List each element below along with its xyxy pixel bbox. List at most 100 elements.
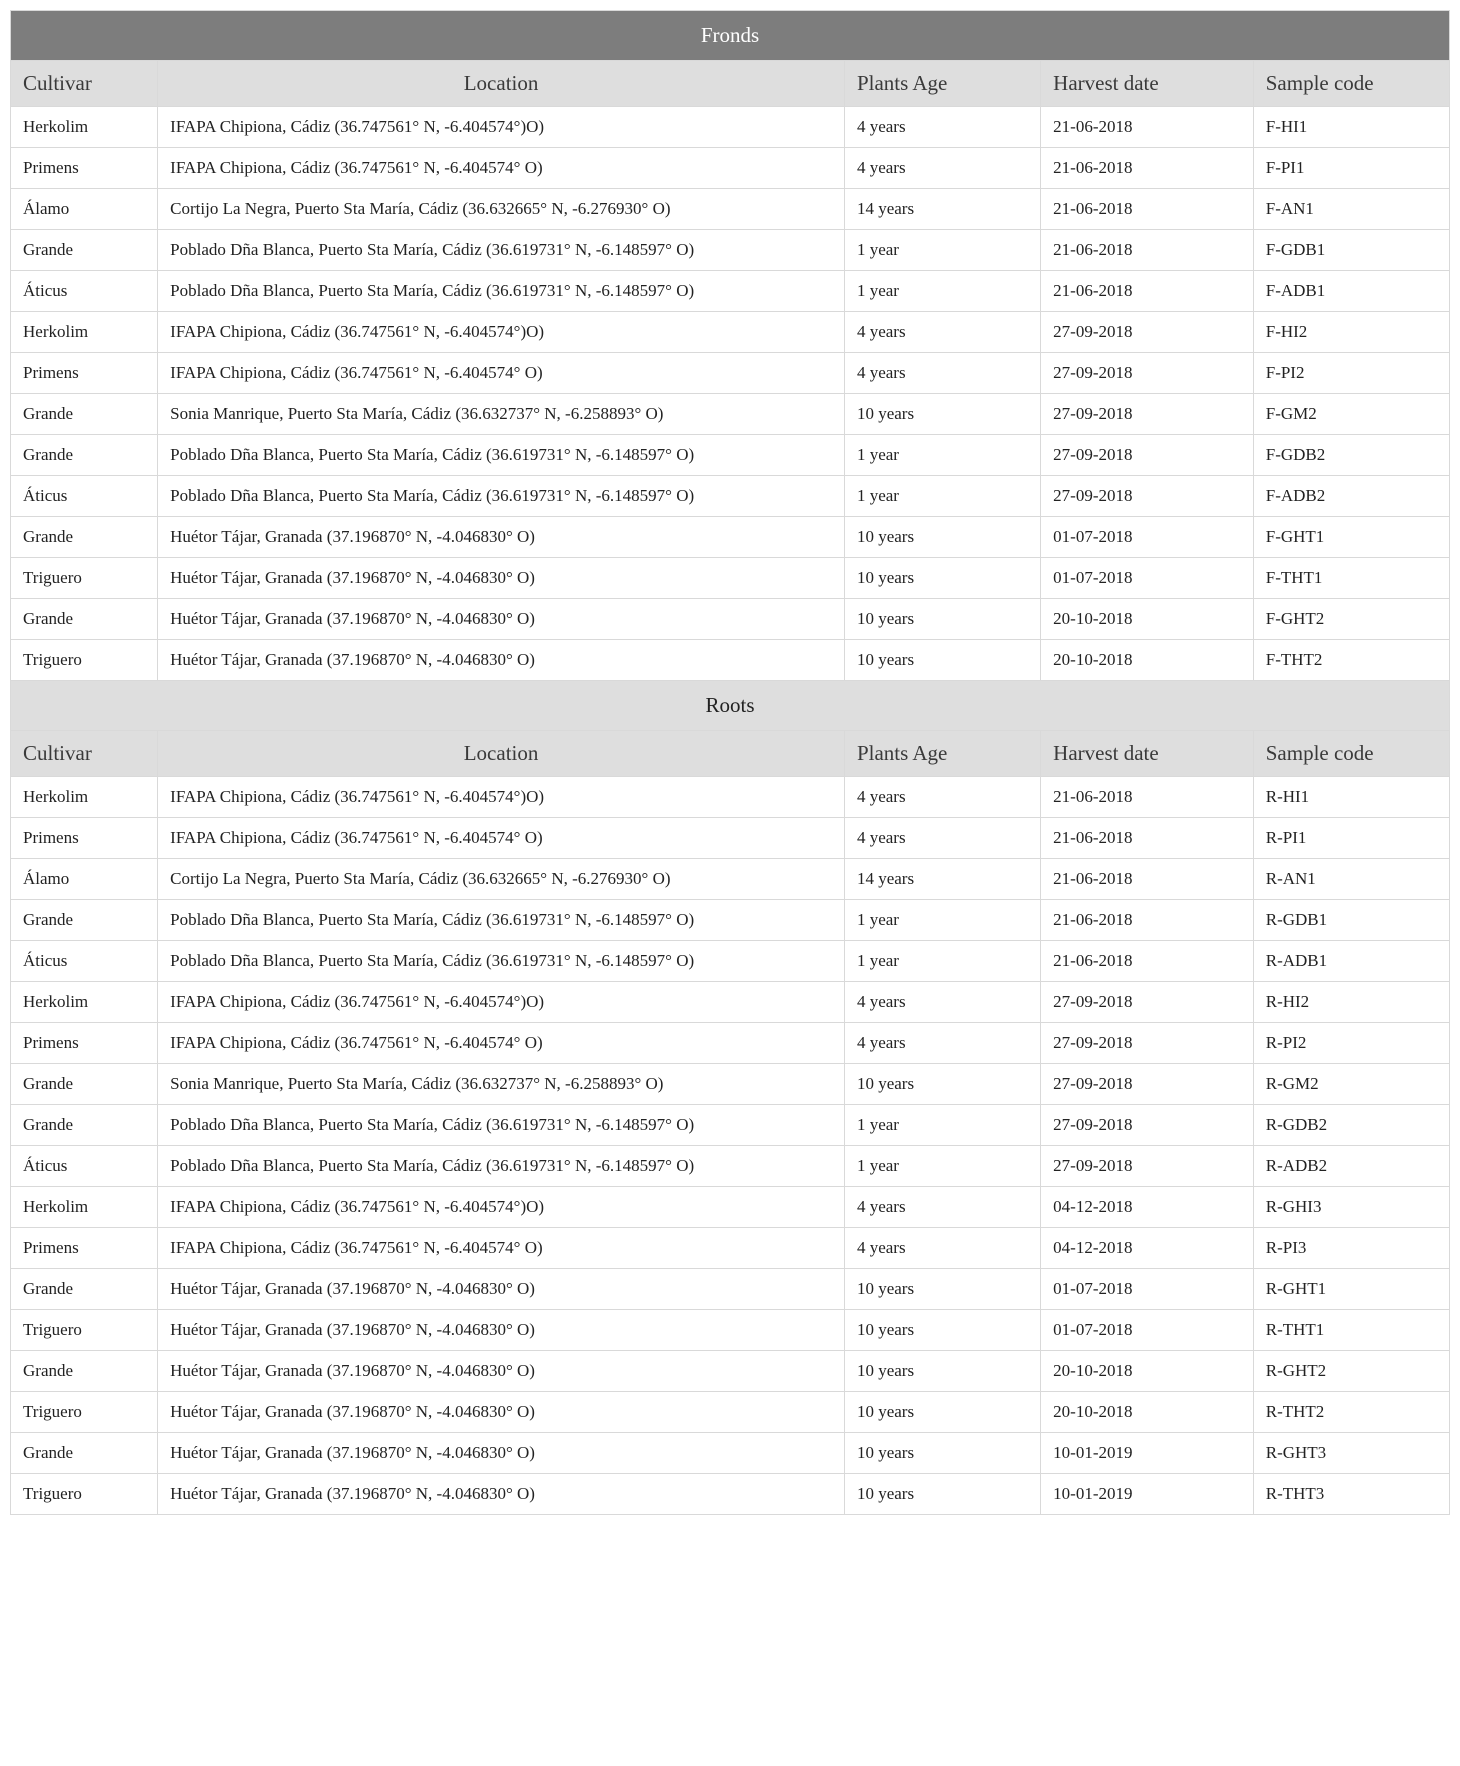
table-cell: Herkolim <box>11 982 158 1023</box>
table-cell: R-GHT3 <box>1253 1433 1449 1474</box>
table-cell: Grande <box>11 900 158 941</box>
table-cell: Huétor Tájar, Granada (37.196870° N, -4.… <box>158 1310 845 1351</box>
column-header: Harvest date <box>1041 61 1254 107</box>
table-cell: 27-09-2018 <box>1041 312 1254 353</box>
column-header: Sample code <box>1253 731 1449 777</box>
table-cell: R-PI1 <box>1253 818 1449 859</box>
table-cell: 21-06-2018 <box>1041 818 1254 859</box>
table-cell: Áticus <box>11 476 158 517</box>
table-cell: 10 years <box>844 1392 1040 1433</box>
table-cell: 14 years <box>844 189 1040 230</box>
table-cell: 14 years <box>844 859 1040 900</box>
table-cell: 21-06-2018 <box>1041 271 1254 312</box>
table-cell: Grande <box>11 394 158 435</box>
table-cell: F-PI2 <box>1253 353 1449 394</box>
table-row: ÁticusPoblado Dña Blanca, Puerto Sta Mar… <box>11 941 1450 982</box>
table-cell: 27-09-2018 <box>1041 982 1254 1023</box>
table-cell: 1 year <box>844 1146 1040 1187</box>
table-cell: 1 year <box>844 230 1040 271</box>
table-cell: R-GHT2 <box>1253 1351 1449 1392</box>
table-cell: 1 year <box>844 900 1040 941</box>
table-row: TrigueroHuétor Tájar, Granada (37.196870… <box>11 1392 1450 1433</box>
table-cell: 4 years <box>844 107 1040 148</box>
table-row: ÁticusPoblado Dña Blanca, Puerto Sta Mar… <box>11 1146 1450 1187</box>
table-cell: 10 years <box>844 1064 1040 1105</box>
table-row: TrigueroHuétor Tájar, Granada (37.196870… <box>11 640 1450 681</box>
table-cell: IFAPA Chipiona, Cádiz (36.747561° N, -6.… <box>158 1228 845 1269</box>
table-cell: 04-12-2018 <box>1041 1228 1254 1269</box>
table-cell: F-GHT2 <box>1253 599 1449 640</box>
table-cell: 4 years <box>844 777 1040 818</box>
table-cell: IFAPA Chipiona, Cádiz (36.747561° N, -6.… <box>158 818 845 859</box>
table-cell: IFAPA Chipiona, Cádiz (36.747561° N, -6.… <box>158 107 845 148</box>
table-cell: F-THT1 <box>1253 558 1449 599</box>
table-cell: Grande <box>11 1064 158 1105</box>
table-cell: 10 years <box>844 558 1040 599</box>
table-cell: Triguero <box>11 1392 158 1433</box>
table-cell: Primens <box>11 353 158 394</box>
table-cell: Grande <box>11 1351 158 1392</box>
table-cell: 1 year <box>844 476 1040 517</box>
table-cell: 4 years <box>844 1187 1040 1228</box>
table-cell: 1 year <box>844 271 1040 312</box>
table-cell: 10 years <box>844 599 1040 640</box>
table-cell: 10 years <box>844 1310 1040 1351</box>
table-cell: 4 years <box>844 148 1040 189</box>
table-cell: Huétor Tájar, Granada (37.196870° N, -4.… <box>158 1474 845 1515</box>
table-cell: R-ADB2 <box>1253 1146 1449 1187</box>
table-cell: Áticus <box>11 1146 158 1187</box>
table-row: PrimensIFAPA Chipiona, Cádiz (36.747561°… <box>11 148 1450 189</box>
table-cell: R-ADB1 <box>1253 941 1449 982</box>
table-cell: Huétor Tájar, Granada (37.196870° N, -4.… <box>158 558 845 599</box>
table-row: GrandeHuétor Tájar, Granada (37.196870° … <box>11 1269 1450 1310</box>
table-cell: 01-07-2018 <box>1041 1310 1254 1351</box>
table-cell: Triguero <box>11 1474 158 1515</box>
table-cell: 10 years <box>844 1433 1040 1474</box>
table-cell: F-ADB1 <box>1253 271 1449 312</box>
table-cell: Herkolim <box>11 107 158 148</box>
table-cell: 01-07-2018 <box>1041 558 1254 599</box>
table-cell: Sonia Manrique, Puerto Sta María, Cádiz … <box>158 394 845 435</box>
column-header: Location <box>158 731 845 777</box>
table-cell: Áticus <box>11 941 158 982</box>
table-cell: 10 years <box>844 640 1040 681</box>
table-row: GrandePoblado Dña Blanca, Puerto Sta Mar… <box>11 1105 1450 1146</box>
table-cell: 10 years <box>844 1474 1040 1515</box>
table-cell: IFAPA Chipiona, Cádiz (36.747561° N, -6.… <box>158 1187 845 1228</box>
table-cell: R-HI2 <box>1253 982 1449 1023</box>
column-header-row: CultivarLocationPlants AgeHarvest dateSa… <box>11 731 1450 777</box>
table-row: ÁlamoCortijo La Negra, Puerto Sta María,… <box>11 189 1450 230</box>
table-row: GrandeHuétor Tájar, Granada (37.196870° … <box>11 599 1450 640</box>
table-cell: F-PI1 <box>1253 148 1449 189</box>
table-cell: Poblado Dña Blanca, Puerto Sta María, Cá… <box>158 476 845 517</box>
table-cell: 4 years <box>844 1228 1040 1269</box>
column-header: Plants Age <box>844 731 1040 777</box>
table-cell: R-GDB2 <box>1253 1105 1449 1146</box>
table-cell: F-HI2 <box>1253 312 1449 353</box>
table-cell: Primens <box>11 1023 158 1064</box>
table-cell: 21-06-2018 <box>1041 148 1254 189</box>
table-cell: Huétor Tájar, Granada (37.196870° N, -4.… <box>158 1392 845 1433</box>
table-row: GrandeSonia Manrique, Puerto Sta María, … <box>11 394 1450 435</box>
table-cell: Grande <box>11 1105 158 1146</box>
table-row: HerkolimIFAPA Chipiona, Cádiz (36.747561… <box>11 107 1450 148</box>
table-row: GrandeHuétor Tájar, Granada (37.196870° … <box>11 517 1450 558</box>
table-cell: R-THT2 <box>1253 1392 1449 1433</box>
table-cell: 20-10-2018 <box>1041 1351 1254 1392</box>
table-row: PrimensIFAPA Chipiona, Cádiz (36.747561°… <box>11 353 1450 394</box>
table-cell: F-GDB1 <box>1253 230 1449 271</box>
table-cell: R-GM2 <box>1253 1064 1449 1105</box>
table-cell: IFAPA Chipiona, Cádiz (36.747561° N, -6.… <box>158 312 845 353</box>
table-cell: 20-10-2018 <box>1041 599 1254 640</box>
table-cell: 27-09-2018 <box>1041 1064 1254 1105</box>
table-cell: 21-06-2018 <box>1041 189 1254 230</box>
table-cell: 27-09-2018 <box>1041 476 1254 517</box>
table-cell: 4 years <box>844 353 1040 394</box>
table-cell: 1 year <box>844 435 1040 476</box>
table-cell: Triguero <box>11 558 158 599</box>
table-cell: Grande <box>11 230 158 271</box>
table-cell: 27-09-2018 <box>1041 435 1254 476</box>
table-cell: Poblado Dña Blanca, Puerto Sta María, Cá… <box>158 230 845 271</box>
column-header: Sample code <box>1253 61 1449 107</box>
table-cell: R-THT1 <box>1253 1310 1449 1351</box>
